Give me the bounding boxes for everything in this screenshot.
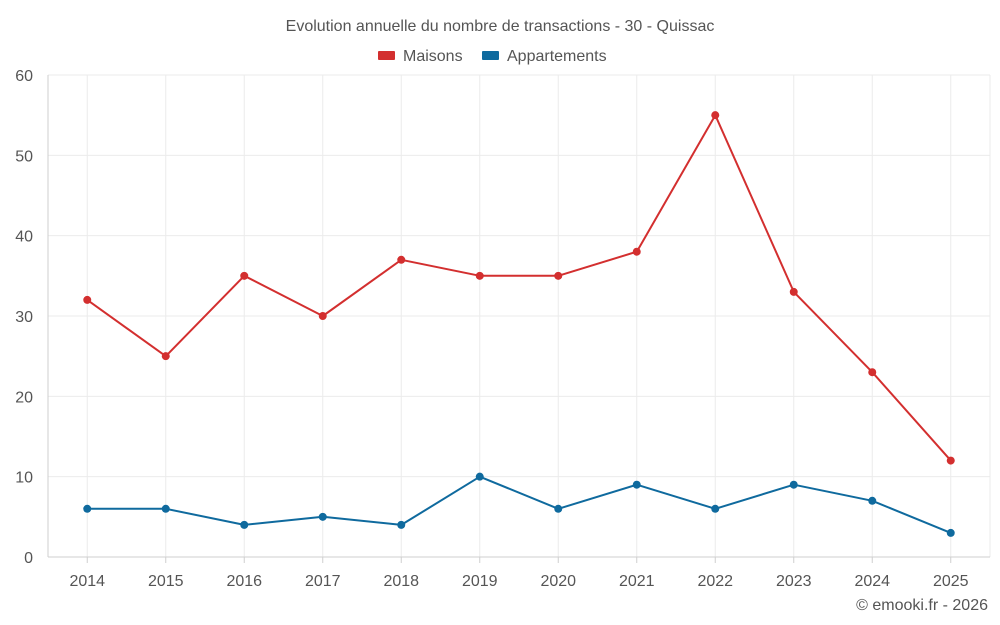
x-tick-label: 2015 [148, 573, 184, 590]
x-tick-label: 2022 [697, 573, 733, 590]
credit-text: © emooki.fr - 2026 [856, 597, 988, 614]
data-point-appartements[interactable] [475, 472, 484, 481]
x-tick-label: 2025 [933, 573, 969, 590]
series-line-appartements [87, 475, 952, 534]
grid [48, 74, 991, 557]
series-layer [83, 111, 955, 537]
x-tick-label: 2019 [462, 573, 498, 590]
y-tick-label: 0 [24, 550, 33, 567]
x-tick-label: 2023 [776, 573, 812, 590]
data-point-appartements[interactable] [868, 496, 877, 505]
data-point-appartements[interactable] [318, 512, 327, 521]
legend-swatch-appartements [482, 51, 499, 60]
data-point-maisons[interactable] [711, 111, 720, 120]
x-tick-label: 2020 [540, 573, 576, 590]
data-point-maisons[interactable] [318, 312, 327, 320]
legend-label-maisons: Maisons [403, 48, 463, 65]
data-point-appartements[interactable] [946, 528, 955, 537]
series-maisons [83, 111, 955, 465]
legend-label-appartements: Appartements [507, 48, 607, 65]
data-point-maisons[interactable] [161, 352, 170, 361]
data-point-appartements[interactable] [789, 480, 798, 489]
y-tick-label: 40 [15, 229, 33, 246]
y-tick-label: 10 [15, 470, 33, 487]
data-point-maisons[interactable] [397, 255, 406, 264]
y-tick-label: 50 [15, 148, 33, 165]
x-tick-label: 2021 [619, 573, 655, 590]
data-point-maisons[interactable] [789, 287, 798, 296]
x-tick-label: 2024 [854, 573, 890, 590]
data-point-maisons[interactable] [868, 368, 877, 377]
data-point-appartements[interactable] [554, 504, 563, 513]
data-point-maisons[interactable] [946, 456, 955, 465]
legend-swatch-maisons [378, 51, 395, 60]
y-tick-label: 30 [15, 309, 33, 326]
legend-item-appartements[interactable]: Appartements [482, 48, 607, 65]
series-appartements [83, 472, 955, 537]
data-point-appartements[interactable] [397, 520, 406, 529]
x-tick-label: 2018 [383, 573, 419, 590]
data-point-appartements[interactable] [711, 504, 720, 513]
axes: 0 10 20 30 40 50 60 2014 2015 2016 2017 2018 2019 202… [15, 68, 990, 590]
data-point-appartements[interactable] [240, 520, 249, 529]
data-point-appartements[interactable] [83, 504, 92, 513]
legend-item-maisons[interactable]: Maisons [378, 48, 463, 65]
data-point-maisons[interactable] [240, 271, 249, 280]
x-tick-label: 2014 [69, 573, 105, 590]
data-point-maisons[interactable] [632, 247, 641, 256]
data-point-appartements[interactable] [632, 480, 641, 489]
data-point-maisons[interactable] [554, 271, 563, 280]
y-tick-label: 20 [15, 389, 33, 406]
data-point-appartements[interactable] [161, 504, 170, 513]
data-point-maisons[interactable] [475, 271, 484, 280]
legend: Maisons Appartements [378, 48, 607, 65]
chart-title: Evolution annuelle du nombre de transact… [286, 18, 715, 35]
data-point-maisons[interactable] [83, 295, 92, 304]
x-tick-label: 2017 [305, 573, 341, 590]
x-tick-label: 2016 [226, 573, 262, 590]
series-line-maisons [86, 114, 952, 462]
y-tick-label: 60 [15, 68, 33, 85]
